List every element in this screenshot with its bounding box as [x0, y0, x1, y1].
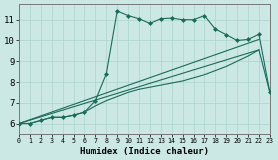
X-axis label: Humidex (Indice chaleur): Humidex (Indice chaleur) [80, 147, 209, 156]
